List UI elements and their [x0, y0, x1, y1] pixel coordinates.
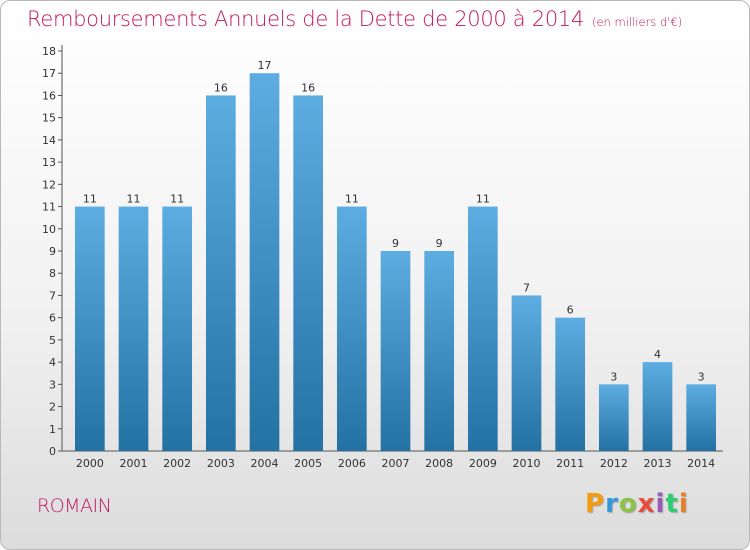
bar-2013: [642, 362, 673, 451]
bar-2011: [555, 317, 586, 451]
y-tick-label: 18: [42, 45, 56, 58]
bar-2010: [511, 295, 542, 451]
data-label: 4: [654, 348, 661, 361]
y-tick-label: 16: [42, 89, 56, 102]
y-tick-label: 7: [49, 289, 56, 302]
logo-letter: o: [618, 489, 638, 519]
logo-letter: x: [637, 489, 656, 519]
data-label: 16: [301, 81, 315, 94]
y-tick-label: 14: [42, 134, 56, 147]
data-label: 7: [523, 281, 530, 294]
y-tick-label: 6: [49, 312, 56, 325]
data-label: 11: [83, 193, 97, 206]
logo-letter: t: [665, 489, 679, 519]
bar-2005: [293, 95, 324, 451]
bar-2008: [424, 251, 455, 451]
x-tick-label: 2003: [207, 457, 235, 470]
data-label: 11: [127, 193, 141, 206]
data-label: 16: [214, 81, 228, 94]
y-tick-label: 11: [42, 201, 56, 214]
y-tick-label: 13: [42, 156, 56, 169]
x-tick-label: 2004: [251, 457, 279, 470]
data-label: 11: [345, 193, 359, 206]
data-label: 17: [258, 59, 272, 72]
data-label: 3: [610, 370, 617, 383]
bar-2014: [686, 384, 717, 451]
x-tick-label: 2014: [687, 457, 715, 470]
y-tick-label: 9: [49, 245, 56, 258]
data-label: 9: [436, 237, 443, 250]
bar-2000: [74, 206, 105, 451]
x-tick-label: 2008: [425, 457, 453, 470]
x-tick-label: 2011: [556, 457, 584, 470]
x-tick-label: 2005: [294, 457, 322, 470]
y-tick-label: 0: [49, 445, 56, 458]
y-tick-label: 4: [49, 356, 56, 369]
x-tick-label: 2006: [338, 457, 366, 470]
bar-2012: [598, 384, 629, 451]
chart-labels: 0123456789101112131415161718200011200111…: [42, 45, 715, 470]
chart-title-text: Remboursements Annuels de la Dette de 20…: [27, 7, 584, 31]
y-tick-label: 5: [49, 334, 56, 347]
y-tick-label: 2: [49, 401, 56, 414]
y-tick-label: 12: [42, 178, 56, 191]
bar-2003: [205, 95, 236, 451]
logo-letter: i: [655, 489, 666, 519]
logo-letter: P: [585, 489, 606, 519]
logo-letter: i: [678, 489, 689, 519]
bar-2006: [336, 206, 367, 451]
bar-2007: [380, 251, 411, 451]
y-tick-label: 1: [49, 423, 56, 436]
data-label: 9: [392, 237, 399, 250]
x-tick-label: 2012: [600, 457, 628, 470]
y-tick-label: 8: [49, 267, 56, 280]
data-label: 3: [698, 370, 705, 383]
y-tick-label: 15: [42, 112, 56, 125]
proxiti-logo: Proxiti: [585, 489, 689, 519]
data-label: 11: [476, 193, 490, 206]
x-tick-label: 2009: [469, 457, 497, 470]
bar-2009: [467, 206, 498, 451]
x-tick-label: 2001: [120, 457, 148, 470]
data-label: 6: [567, 304, 574, 317]
y-tick-label: 10: [42, 223, 56, 236]
chart-unit: (en milliers d'€): [592, 15, 683, 29]
chart-bars: [74, 73, 717, 451]
bar-2001: [118, 206, 149, 451]
bar-2002: [162, 206, 193, 451]
y-tick-label: 3: [49, 378, 56, 391]
logo-letter: r: [605, 489, 619, 519]
x-tick-label: 2013: [644, 457, 672, 470]
chart-title: Remboursements Annuels de la Dette de 20…: [27, 7, 682, 31]
y-tick-label: 17: [42, 67, 56, 80]
x-tick-label: 2010: [513, 457, 541, 470]
x-tick-label: 2002: [163, 457, 191, 470]
commune-name: ROMAIN: [37, 495, 112, 517]
data-label: 11: [170, 193, 184, 206]
x-tick-label: 2007: [382, 457, 410, 470]
bar-2004: [249, 73, 280, 451]
x-tick-label: 2000: [76, 457, 104, 470]
